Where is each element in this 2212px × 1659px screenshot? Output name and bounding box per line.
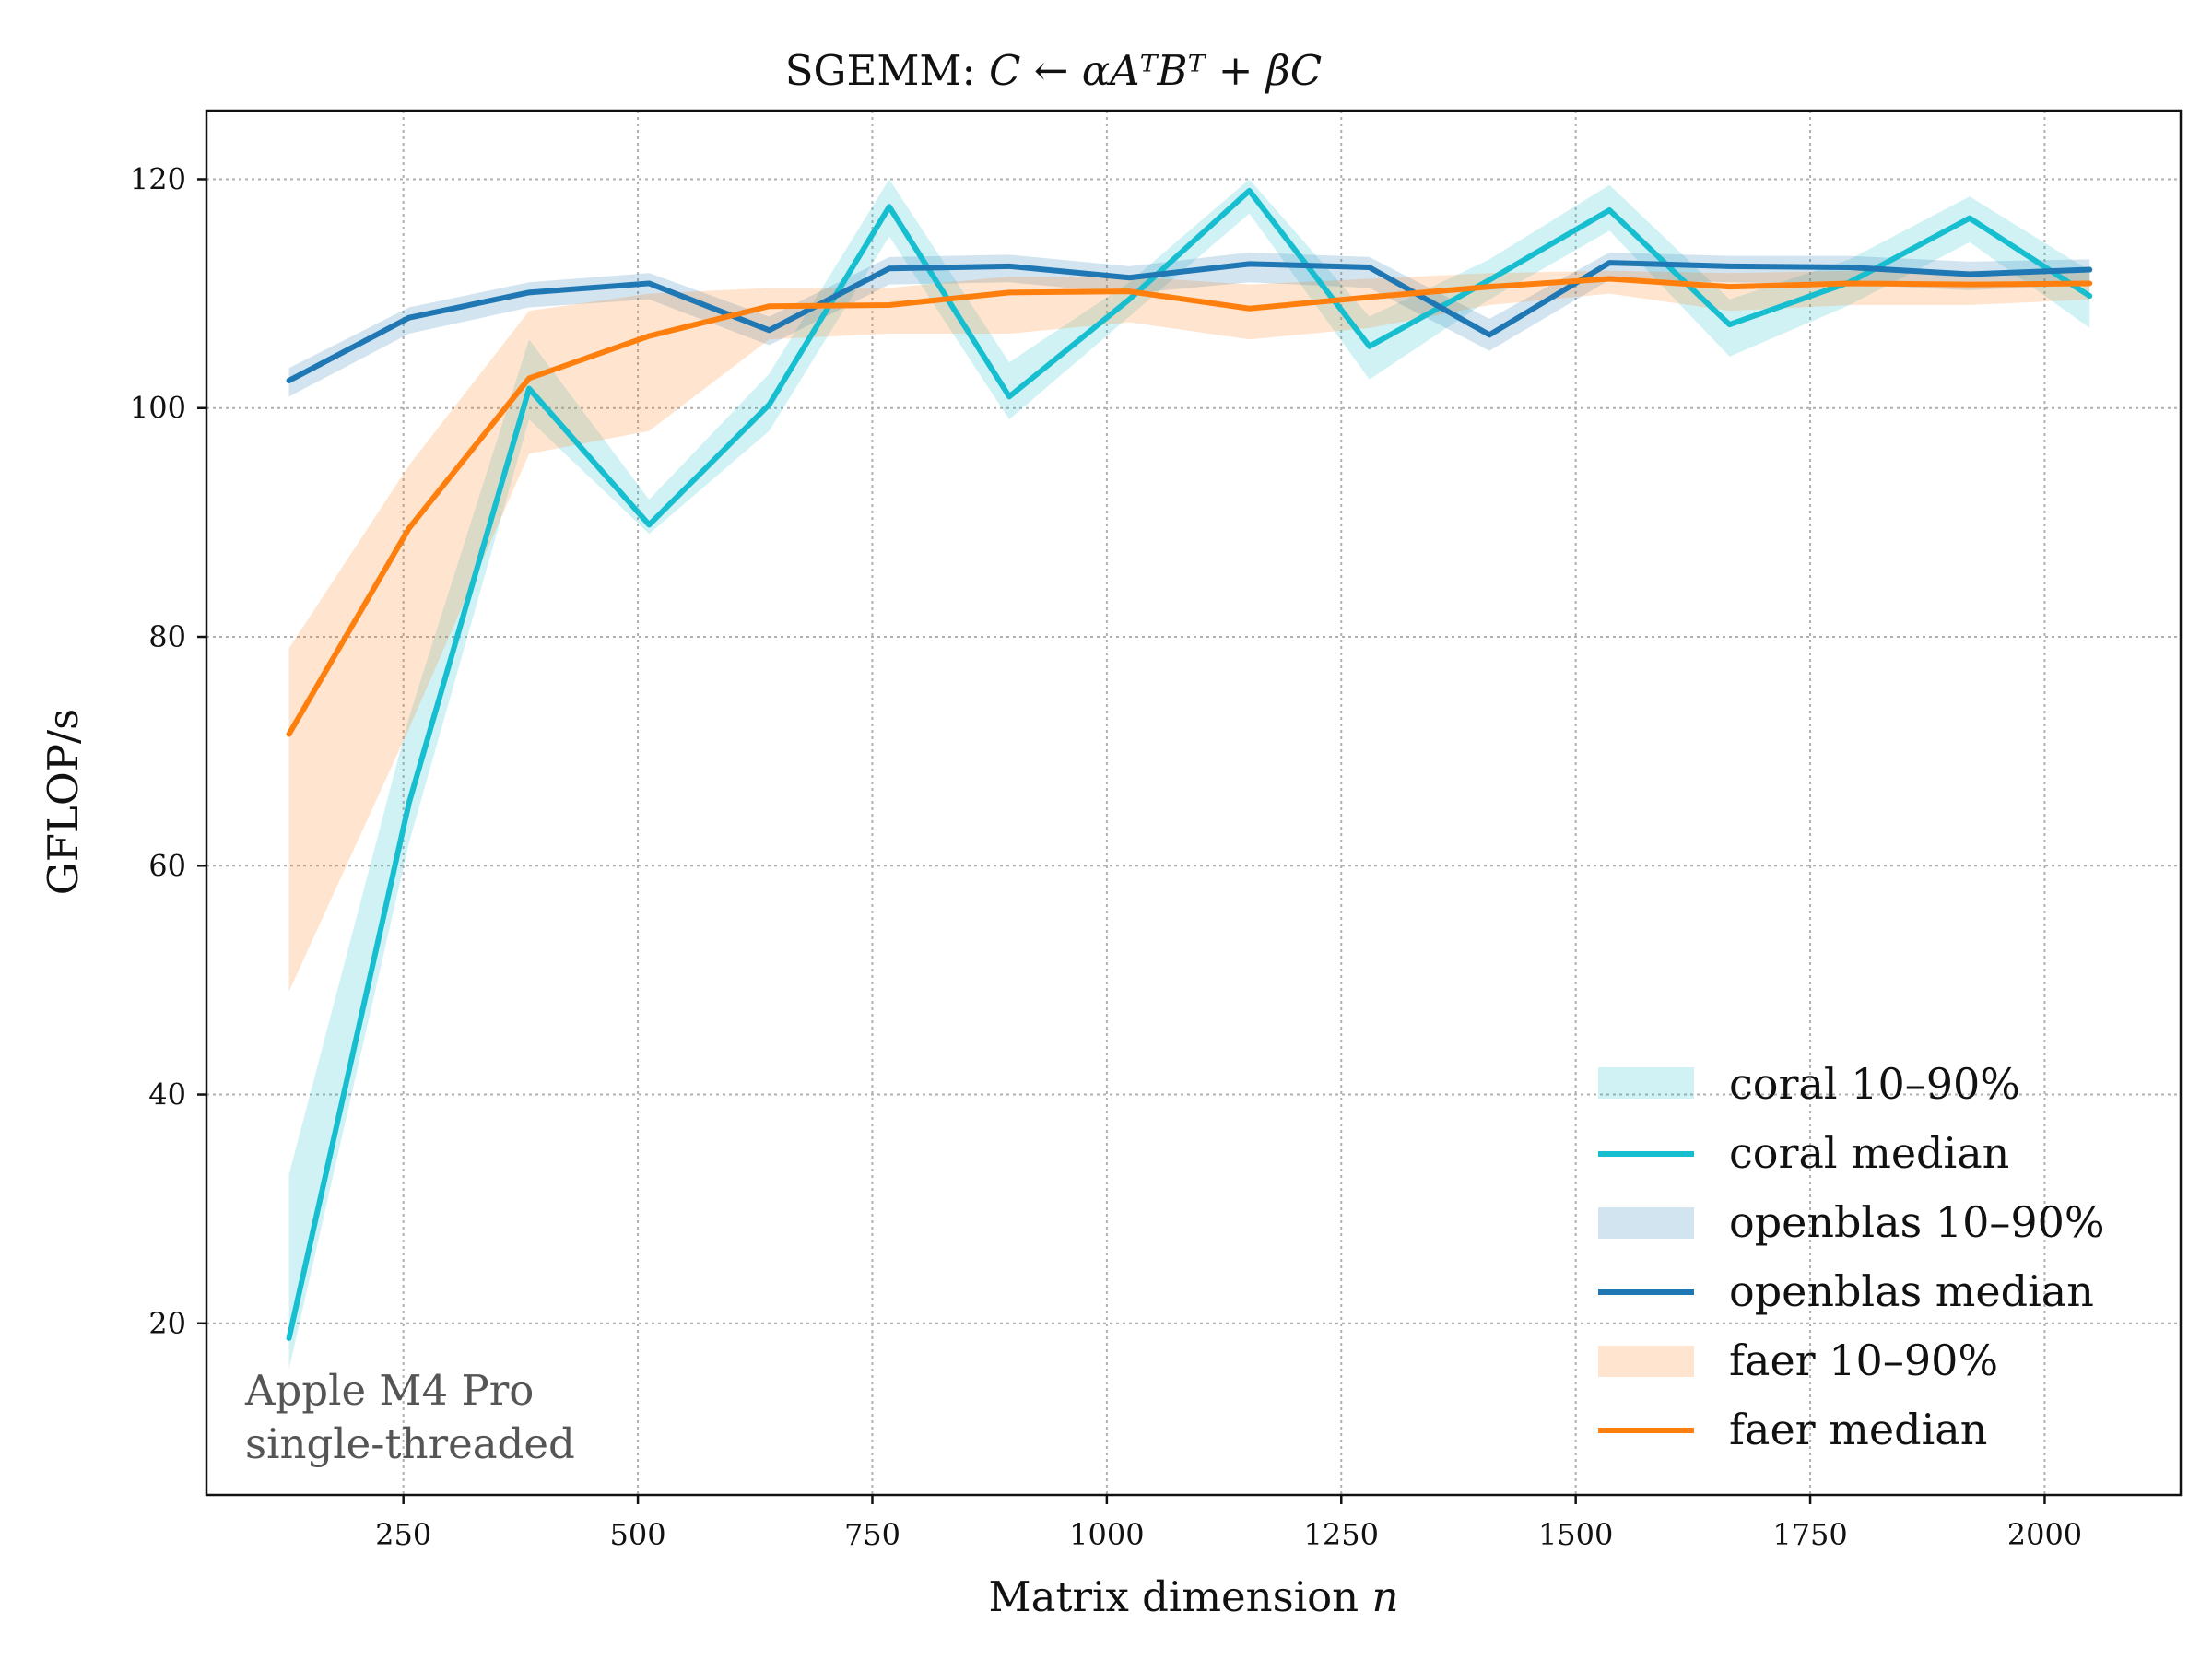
band-layer bbox=[288, 179, 2090, 1370]
legend-faer-band-label: faer 10–90% bbox=[1729, 1335, 1998, 1385]
legend-faer-band-swatch bbox=[1598, 1346, 1694, 1377]
grid-layer bbox=[206, 111, 2181, 1495]
x-tick-label: 250 bbox=[375, 1517, 431, 1552]
plot-frame bbox=[205, 109, 2183, 1497]
x-tick-label: 1750 bbox=[1772, 1517, 1847, 1552]
x-axis-label: Matrix dimension n bbox=[989, 1572, 1399, 1621]
x-axis-label-text: Matrix dimension bbox=[989, 1572, 1372, 1621]
legend-coral-median-label: coral median bbox=[1729, 1128, 2009, 1178]
legend-coral-band-swatch bbox=[1598, 1067, 1694, 1099]
legend-faer-median-label: faer median bbox=[1729, 1405, 1987, 1454]
y-tick-label: 120 bbox=[130, 161, 186, 196]
x-tick-label: 1500 bbox=[1538, 1517, 1613, 1552]
x-tick-label: 2000 bbox=[2007, 1517, 2082, 1552]
legend: coral 10–90% coral median openblas 10–90… bbox=[1598, 1059, 2105, 1454]
openblas-median-line bbox=[286, 260, 2093, 383]
line-layer bbox=[286, 187, 2093, 1341]
x-tick-label: 1000 bbox=[1069, 1517, 1144, 1552]
chart-title-math: C ← αAᵀBᵀ + βC bbox=[989, 46, 1322, 95]
annotation-line-1: Apple M4 Pro bbox=[244, 1366, 534, 1415]
chart-title-prefix: SGEMM: bbox=[785, 46, 989, 95]
faer-median-line bbox=[286, 276, 2093, 737]
x-tick-label: 500 bbox=[610, 1517, 666, 1552]
y-tick-label: 80 bbox=[148, 619, 186, 654]
tick-layer: 250 500 750 1000 1250 1500 1750 2000 20 40 60 80 100… bbox=[130, 161, 2082, 1552]
y-tick-label: 100 bbox=[130, 391, 186, 426]
openblas-band bbox=[288, 252, 2090, 397]
annotation-line-2: single-threaded bbox=[245, 1419, 575, 1468]
y-tick-label: 60 bbox=[148, 848, 186, 883]
y-tick-label: 20 bbox=[148, 1306, 186, 1341]
chart-title: SGEMM: C ← αAᵀBᵀ + βC bbox=[785, 46, 1323, 95]
y-tick-label: 40 bbox=[148, 1077, 186, 1112]
x-tick-label: 750 bbox=[844, 1517, 900, 1552]
coral-median-line bbox=[286, 187, 2093, 1341]
legend-openblas-band-swatch bbox=[1598, 1207, 1694, 1239]
legend-coral-band-label: coral 10–90% bbox=[1729, 1059, 2020, 1109]
x-axis-label-var: n bbox=[1371, 1572, 1398, 1621]
legend-openblas-median-label: openblas median bbox=[1729, 1266, 2094, 1316]
legend-openblas-band-label: openblas 10–90% bbox=[1729, 1197, 2105, 1247]
x-tick-label: 1250 bbox=[1304, 1517, 1379, 1552]
y-axis-label: GFLOP/s bbox=[39, 709, 88, 895]
